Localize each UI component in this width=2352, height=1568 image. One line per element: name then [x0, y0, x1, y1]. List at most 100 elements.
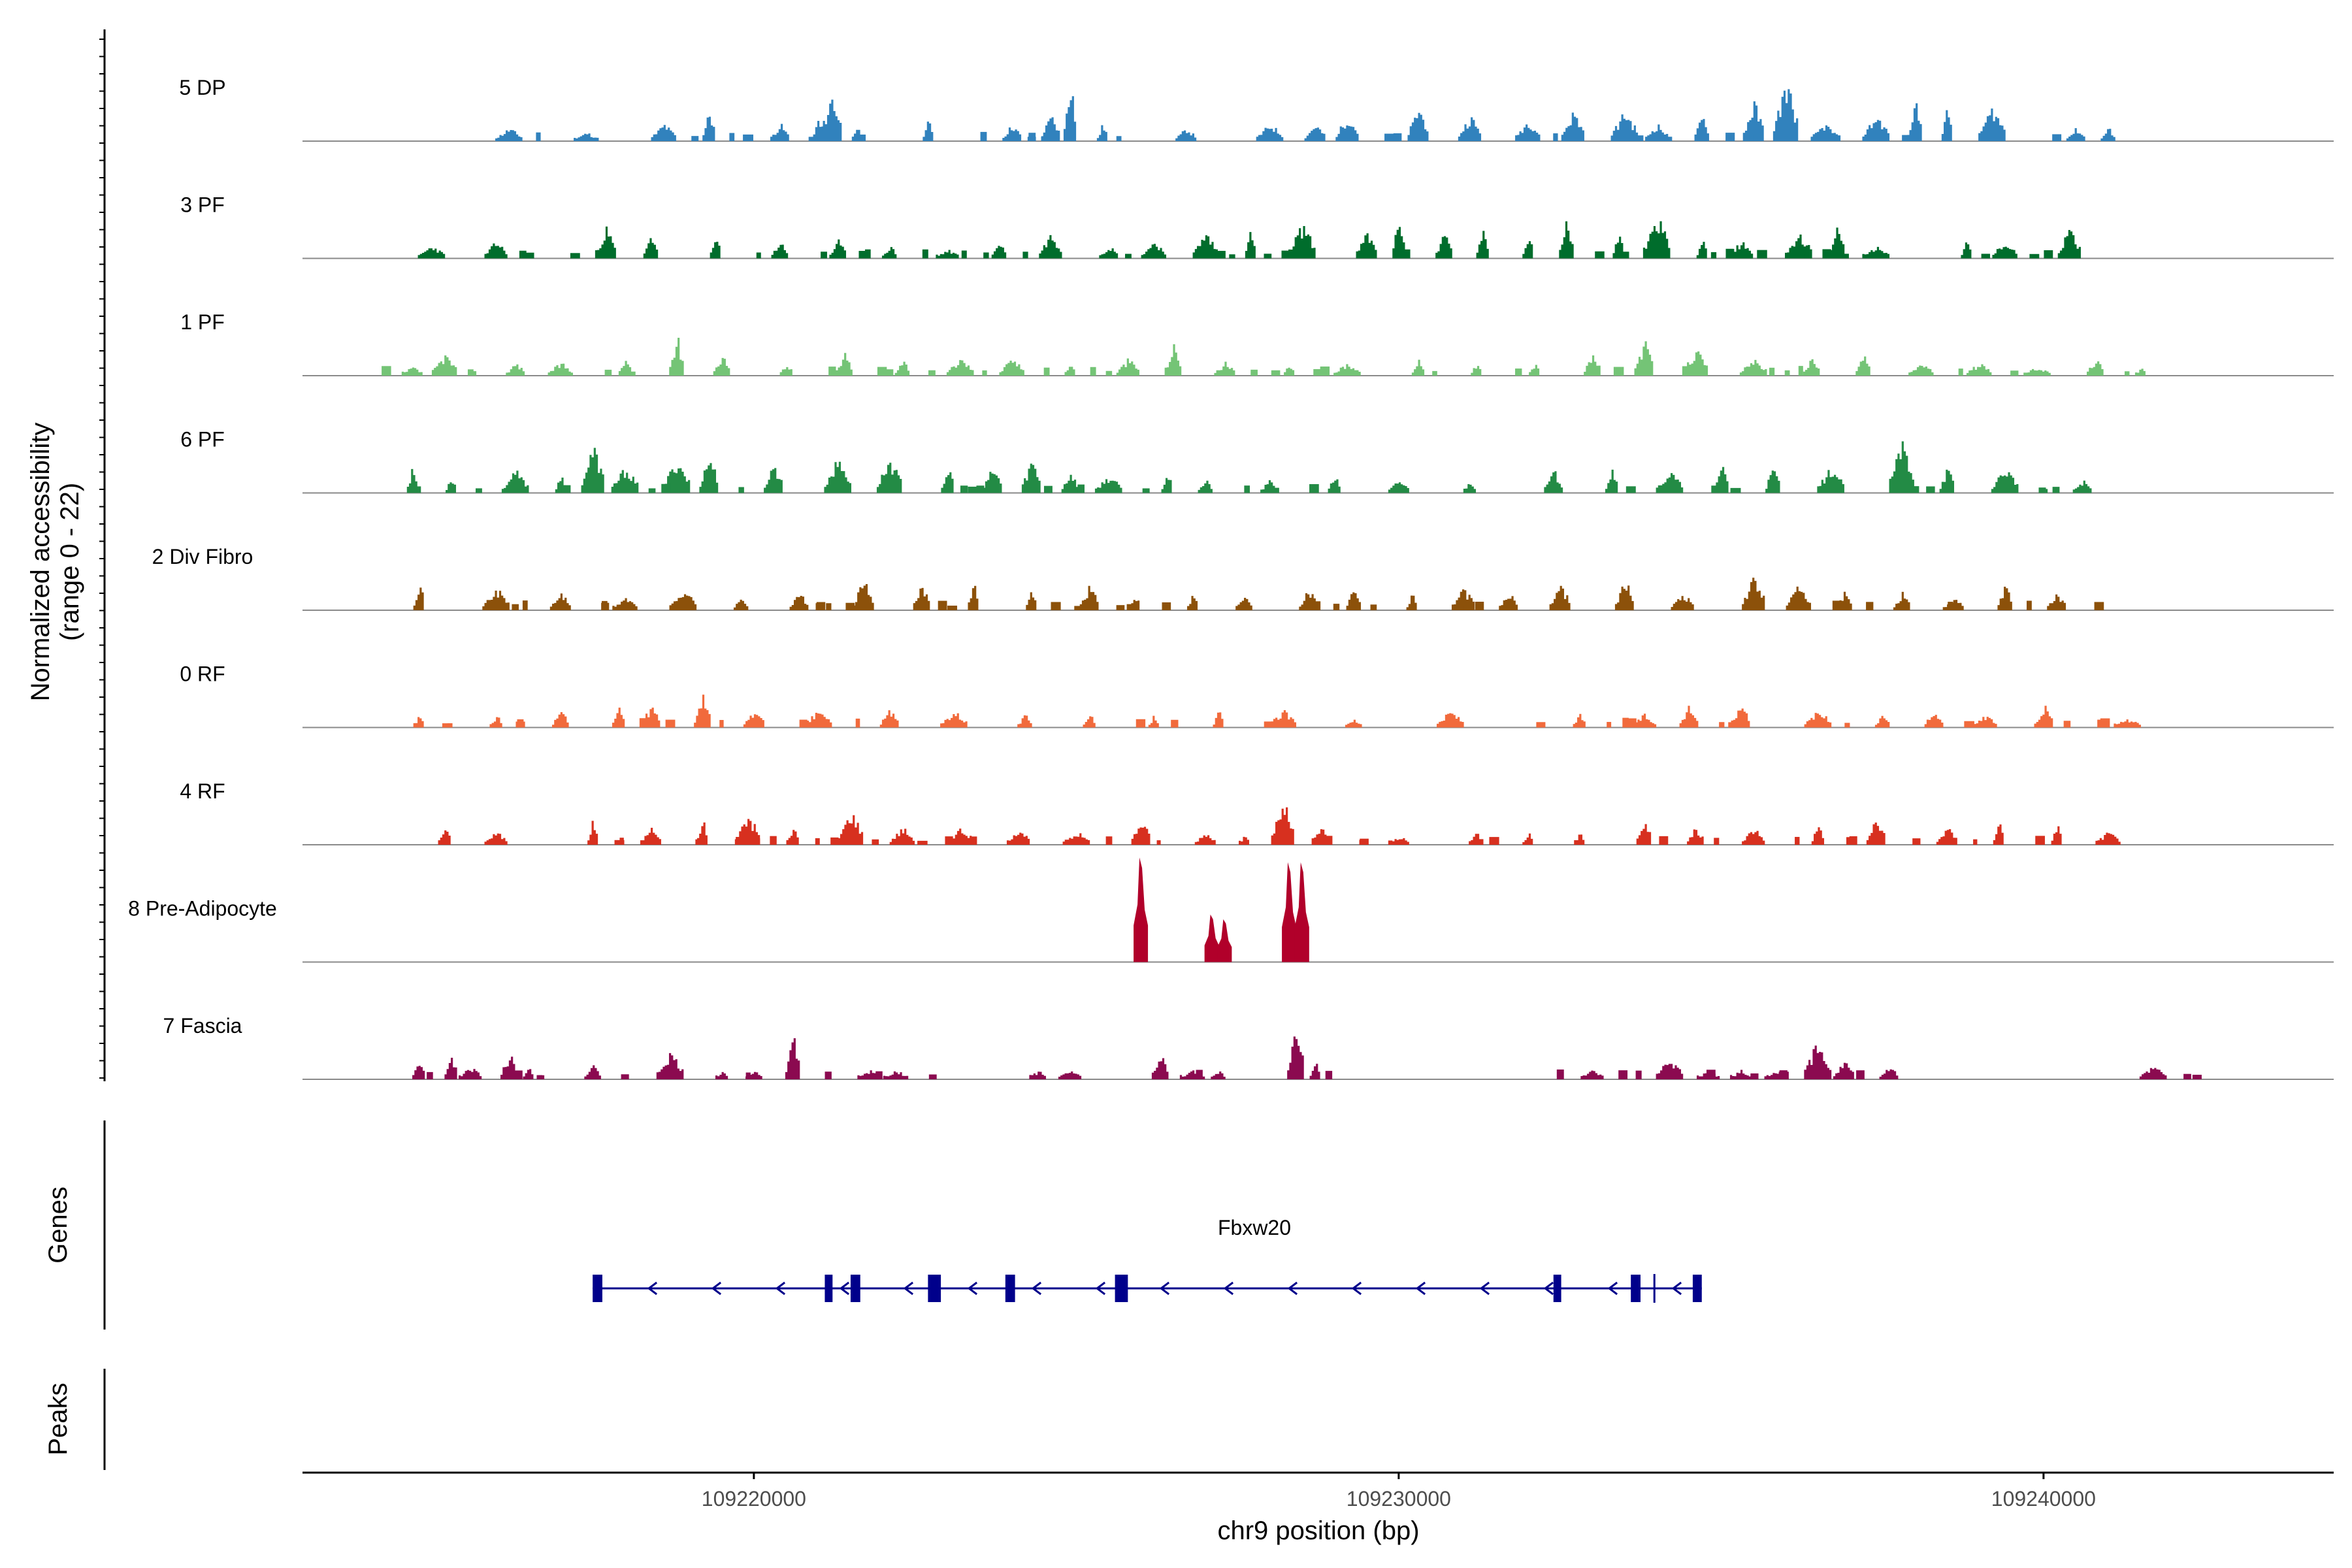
peak-shape	[1204, 914, 1219, 962]
peak-shape	[1879, 1069, 1899, 1079]
peak-satellite	[1384, 133, 1395, 141]
peak-satellite	[1125, 253, 1132, 259]
coverage-peak	[1622, 221, 1671, 259]
coverage-peak	[1445, 231, 1489, 259]
peak-shape	[1803, 359, 1820, 376]
coverage-peak	[417, 248, 446, 259]
peak-satellite	[1730, 487, 1741, 493]
peak-shape	[1214, 361, 1235, 376]
peak-shape	[1411, 359, 1425, 376]
coverage-peak	[875, 1071, 937, 1079]
coverage-peak	[1090, 358, 1139, 376]
peak-satellite	[2026, 600, 2032, 610]
peak-shape	[1742, 578, 1765, 610]
coverage-peak	[1607, 713, 1657, 728]
strand-arrow	[1415, 1281, 1426, 1296]
peak-satellite	[1135, 719, 1146, 728]
peak-shape	[2066, 128, 2085, 141]
gene-exon	[1653, 1274, 1656, 1303]
strand-arrow	[1543, 1281, 1554, 1296]
peak-shape	[785, 1038, 800, 1079]
coverage-peak	[1264, 225, 1316, 259]
peak-shape	[1148, 715, 1159, 728]
peak-shape	[1573, 713, 1586, 728]
peak-satellite	[416, 486, 421, 493]
coverage-peak	[1313, 592, 1361, 610]
peak-satellite	[1973, 839, 1978, 845]
peak-shape	[1356, 233, 1377, 259]
coverage-peak	[815, 583, 874, 610]
peak-shape	[824, 461, 851, 493]
peak-shape	[500, 1056, 517, 1079]
peak-shape	[936, 250, 959, 259]
coverage-peak	[719, 714, 808, 728]
peak-shape	[1437, 713, 1464, 728]
peak-satellite	[1625, 486, 1636, 493]
coverage-peak	[940, 713, 968, 728]
coverage-peak	[584, 1065, 629, 1079]
coverage-peak	[1964, 717, 1997, 728]
coverage-peak	[1489, 833, 1533, 845]
peak-shape	[1471, 366, 1482, 376]
peak-shape	[1309, 1064, 1320, 1079]
peak-shape	[2023, 368, 2051, 376]
peak-satellite	[1463, 605, 1471, 610]
track-label: 0 RF	[180, 662, 225, 686]
peak-satellite	[875, 1071, 883, 1079]
coverage-peak	[1151, 1058, 1203, 1079]
peak-shape	[1682, 351, 1708, 376]
peak-shape	[584, 1065, 601, 1079]
coverage-peak	[1529, 365, 1540, 376]
coverage-peak	[1614, 585, 1634, 610]
coverage-peak	[1356, 233, 1377, 259]
peak-shape	[1116, 358, 1139, 376]
strand-arrow	[1223, 1281, 1234, 1296]
peak-shape	[1161, 478, 1172, 493]
peak-shape	[611, 470, 639, 493]
coverage-peak	[1105, 826, 1151, 845]
peak-satellite	[2094, 602, 2104, 610]
coverage-peak	[1549, 585, 1571, 610]
peak-shape	[1282, 862, 1297, 962]
peak-satellite	[1757, 250, 1767, 259]
peak-shape	[889, 828, 915, 845]
peak-satellite	[2183, 1073, 2191, 1079]
peak-shape	[1772, 89, 1799, 141]
peak-shape	[876, 463, 902, 493]
strand-arrow	[839, 1281, 850, 1296]
coverage-peak	[1029, 1071, 1046, 1079]
peak-shape	[1614, 585, 1634, 610]
peak-shape	[1217, 919, 1232, 962]
peak-shape	[484, 833, 508, 845]
coverage-peak	[1458, 117, 1482, 141]
peak-satellite	[661, 483, 671, 493]
coverage-peak	[1907, 103, 1922, 141]
coverage-peak	[1469, 834, 1484, 845]
peak-shape	[699, 463, 719, 493]
peak-shape	[1642, 221, 1671, 259]
peak-shape	[501, 470, 529, 493]
peak-satellite	[427, 1071, 433, 1079]
peak-shape	[1855, 356, 1870, 376]
coverage-peak	[1811, 827, 1857, 845]
peak-shape	[836, 353, 853, 376]
peak-satellite	[1866, 602, 1874, 610]
peak-shape	[1729, 1070, 1751, 1079]
coverage-peak	[1432, 366, 1522, 376]
genes-track: Genes Fbxw20	[44, 1120, 1702, 1330]
coverage-peak	[1866, 823, 1921, 845]
peak-shape	[1451, 589, 1475, 610]
peak-shape	[1978, 108, 2006, 141]
peak-shape	[1889, 441, 1914, 493]
peak-shape	[1029, 1071, 1046, 1079]
peak-shape	[941, 472, 954, 493]
peak-shape	[1727, 242, 1754, 259]
peak-satellite	[1215, 250, 1226, 259]
coverage-peak	[961, 246, 1028, 259]
coverage-peak	[1211, 1071, 1226, 1079]
peak-satellite	[2029, 253, 2040, 259]
peak-shape	[894, 361, 910, 376]
peak-shape	[484, 243, 508, 259]
peak-shape	[1151, 1058, 1169, 1079]
